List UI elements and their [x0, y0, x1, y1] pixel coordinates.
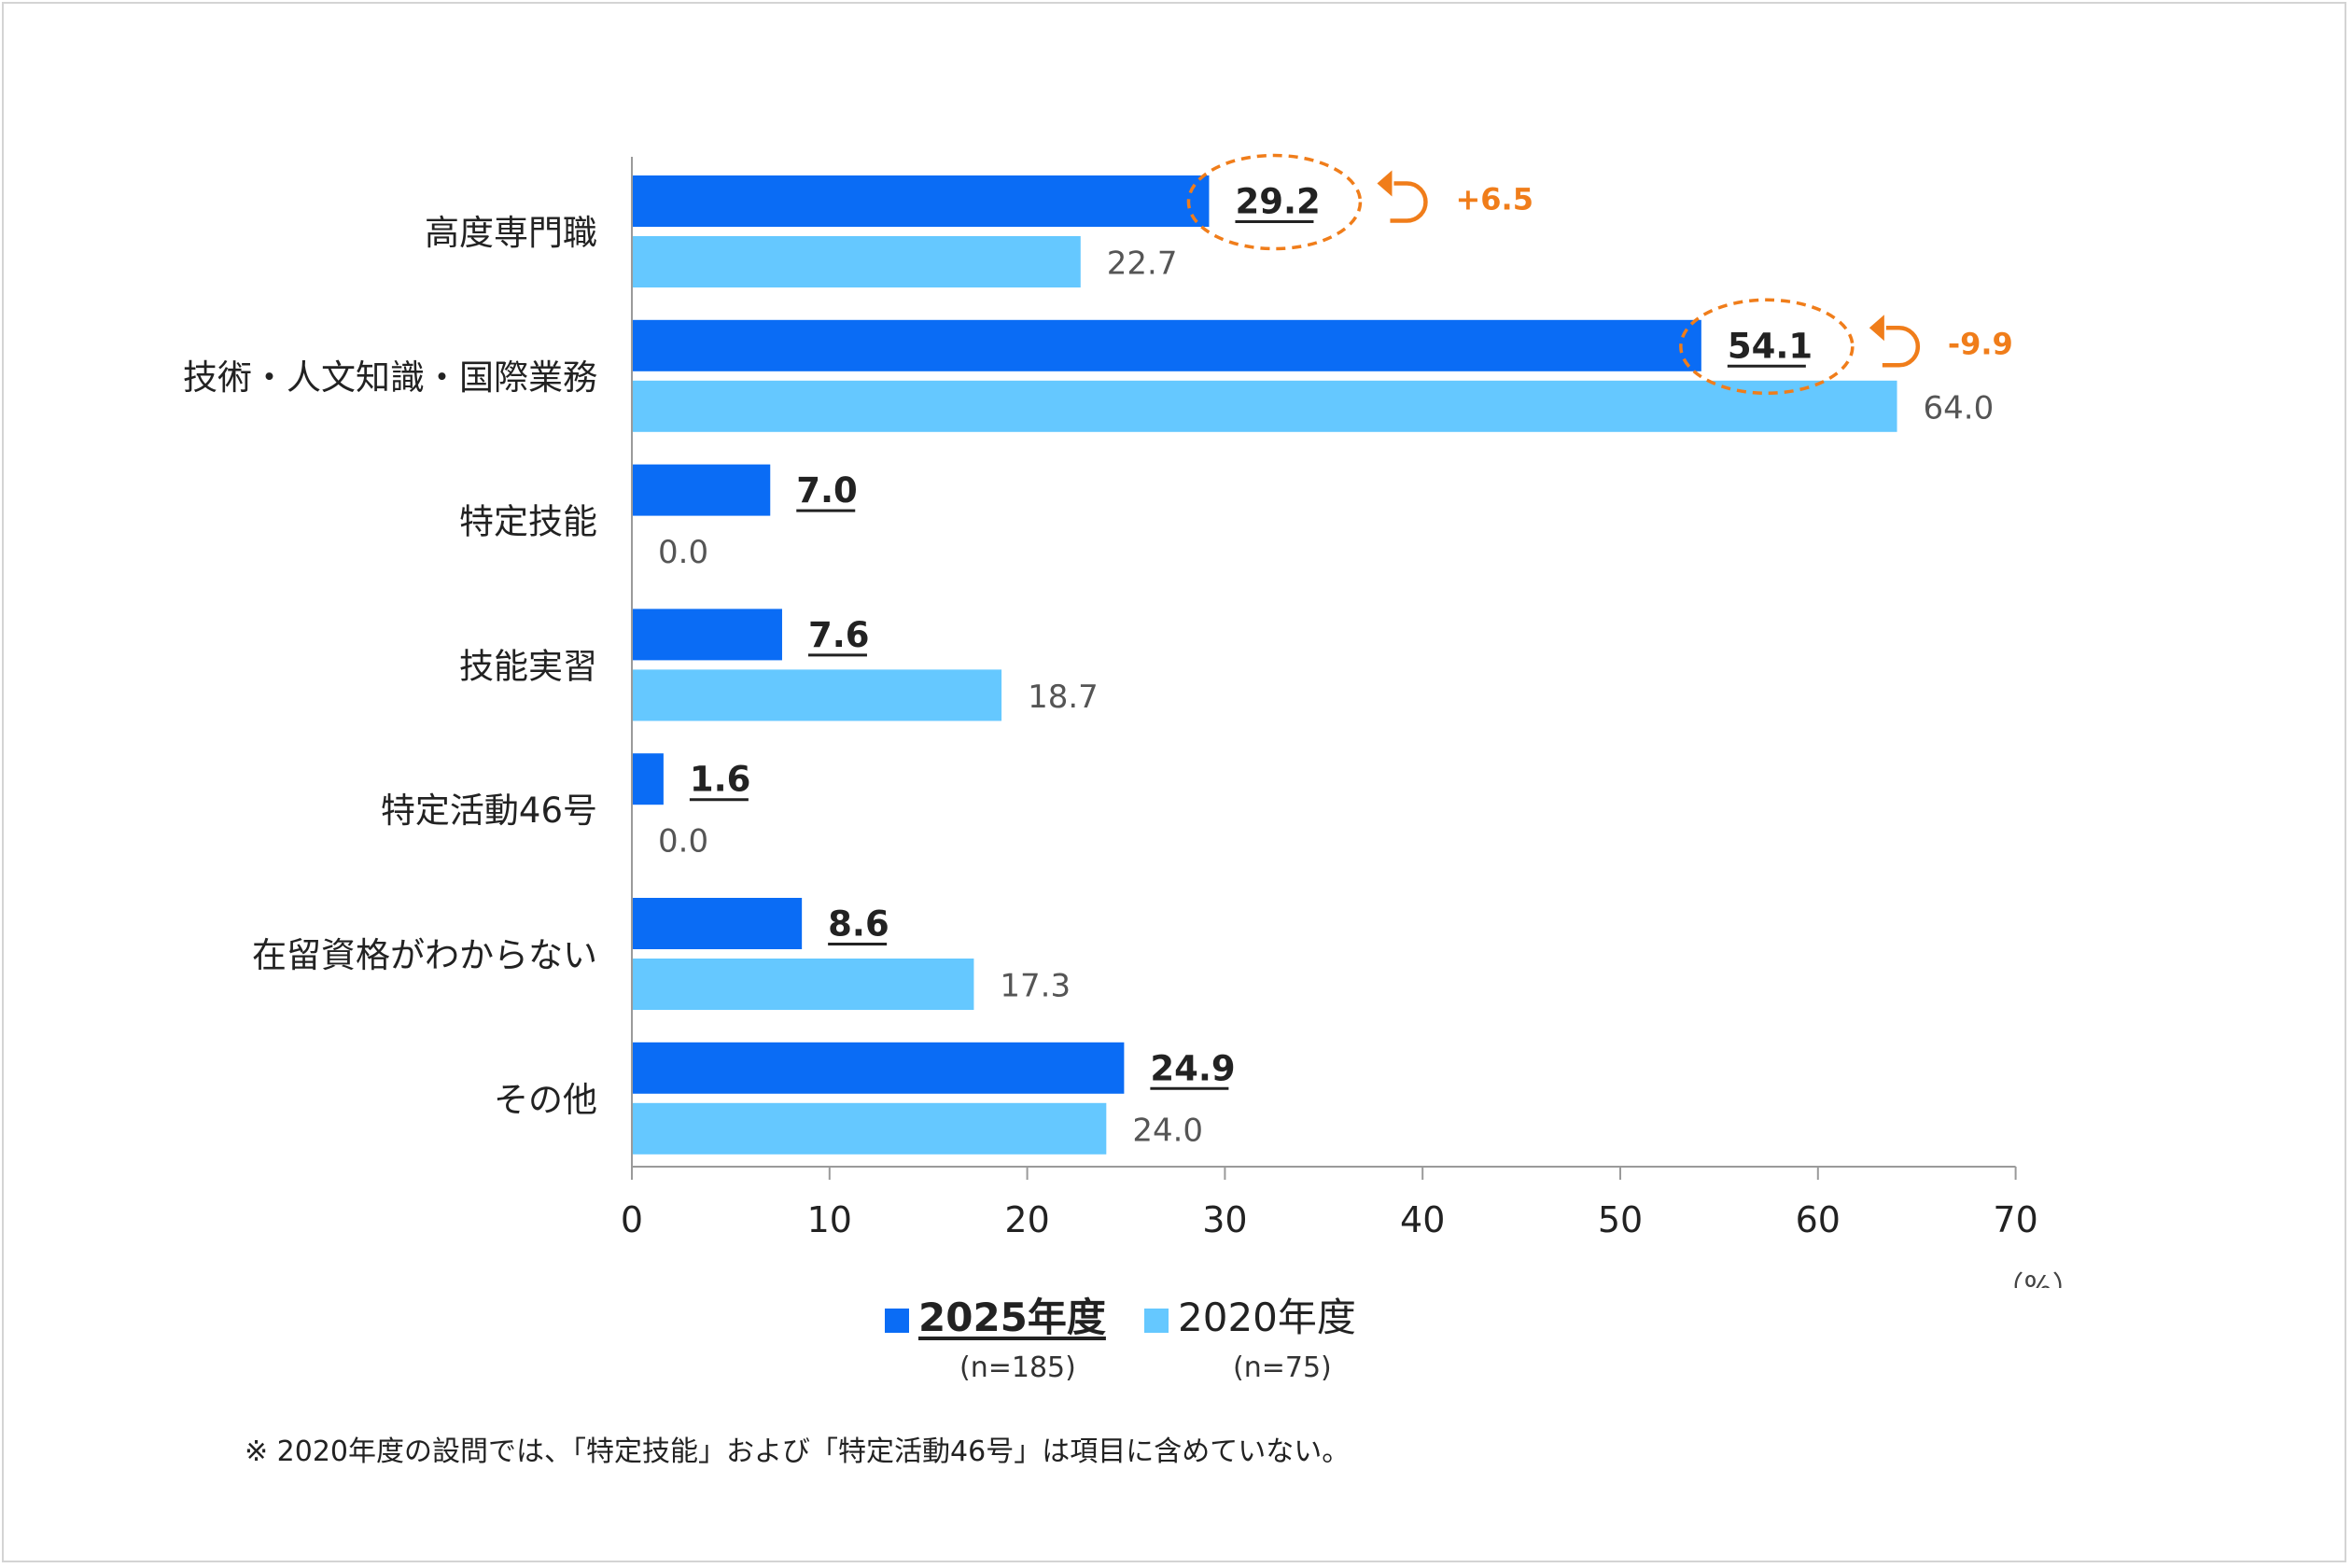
bar-2025-5 [632, 898, 803, 949]
x-tick-label-5: 50 [1598, 1199, 1643, 1240]
category-label-3: 技能実習 [459, 646, 597, 686]
value-label-2020-3: 18.7 [1028, 679, 1099, 716]
x-tick-label-6: 60 [1796, 1199, 1841, 1240]
unit-label: （%） [1994, 1269, 2081, 1288]
return-arrow-head-1 [1869, 315, 1884, 342]
value-label-2025-5: 8.6 [828, 904, 889, 945]
bar-chart: 0 10 20 30 40 50 60 70 （%） 高度専門職技術・人文知識・国際業務特定技能… [183, 153, 2082, 1288]
legend: 2025年度 (n=185) 2020年度 (n=75) [0, 1286, 2352, 1398]
return-arrow-icon-1 [1882, 326, 1921, 368]
value-label-2025-0: 29.2 [1235, 182, 1320, 222]
bar-2025-3 [632, 609, 782, 661]
category-label-2: 特定技能 [459, 502, 597, 542]
bar-2025-1 [632, 319, 1701, 371]
legend-swatch-2020 [1144, 1309, 1169, 1333]
value-label-2025-2: 7.0 [796, 470, 858, 511]
x-tick-label-4: 40 [1400, 1199, 1445, 1240]
bar-2025-2 [632, 464, 771, 516]
bar-2025-0 [632, 175, 1210, 227]
category-label-1: 技術・人文知識・国際業務 [183, 357, 597, 398]
legend-n-2025: (n=185) [959, 1351, 1076, 1384]
x-tick-label-2: 20 [1004, 1199, 1049, 1240]
footnote: ※ 2020年度の設問では、「特定技能」および「特定活動46号」は項目に含めてい… [245, 1435, 1351, 1468]
legend-n-2020: (n=75) [1233, 1351, 1332, 1384]
value-label-2020-6: 24.0 [1132, 1112, 1203, 1149]
legend-swatch-2025 [885, 1309, 909, 1333]
value-label-2025-4: 1.6 [690, 760, 751, 800]
x-tick-label-0: 0 [621, 1199, 643, 1240]
change-label-1: -9.9 [1948, 326, 2013, 361]
value-label-2025-6: 24.9 [1150, 1048, 1235, 1088]
value-label-2020-4: 0.0 [658, 823, 708, 861]
bar-2020-5 [632, 959, 974, 1010]
change-label-0: +6.5 [1455, 182, 1533, 217]
value-label-2020-5: 17.3 [1000, 968, 1071, 1005]
bar-2020-3 [632, 669, 1002, 721]
x-tick-label-3: 30 [1202, 1199, 1247, 1240]
bar-2020-0 [632, 236, 1081, 287]
x-tick-label-1: 10 [807, 1199, 852, 1240]
bar-2020-6 [632, 1102, 1107, 1155]
x-tick-label-7: 70 [1993, 1199, 2037, 1240]
highlight-ellipse-1 [1679, 298, 1855, 396]
bar-2025-4 [632, 753, 664, 805]
value-label-2020-1: 64.0 [1924, 389, 1995, 427]
value-label-2025-3: 7.6 [808, 615, 870, 655]
category-label-5: 在留資格がわからない [252, 935, 597, 975]
category-label-0: 高度専門職 [425, 213, 597, 253]
legend-label-2020: 2020年度 [1178, 1295, 1356, 1340]
return-arrow-head-0 [1377, 170, 1393, 197]
category-label-6: その他 [494, 1080, 597, 1120]
value-label-2020-2: 0.0 [658, 534, 708, 571]
highlight-ellipse-0 [1186, 153, 1363, 251]
return-arrow-icon-0 [1390, 181, 1428, 223]
bar-2025-6 [632, 1042, 1125, 1094]
value-label-2020-0: 22.7 [1107, 245, 1178, 283]
category-label-4: 特定活動46号 [381, 791, 597, 831]
bar-2020-1 [632, 380, 1897, 432]
legend-label-2025: 2025年度 [918, 1295, 1106, 1340]
value-label-2025-1: 54.1 [1728, 326, 1813, 366]
